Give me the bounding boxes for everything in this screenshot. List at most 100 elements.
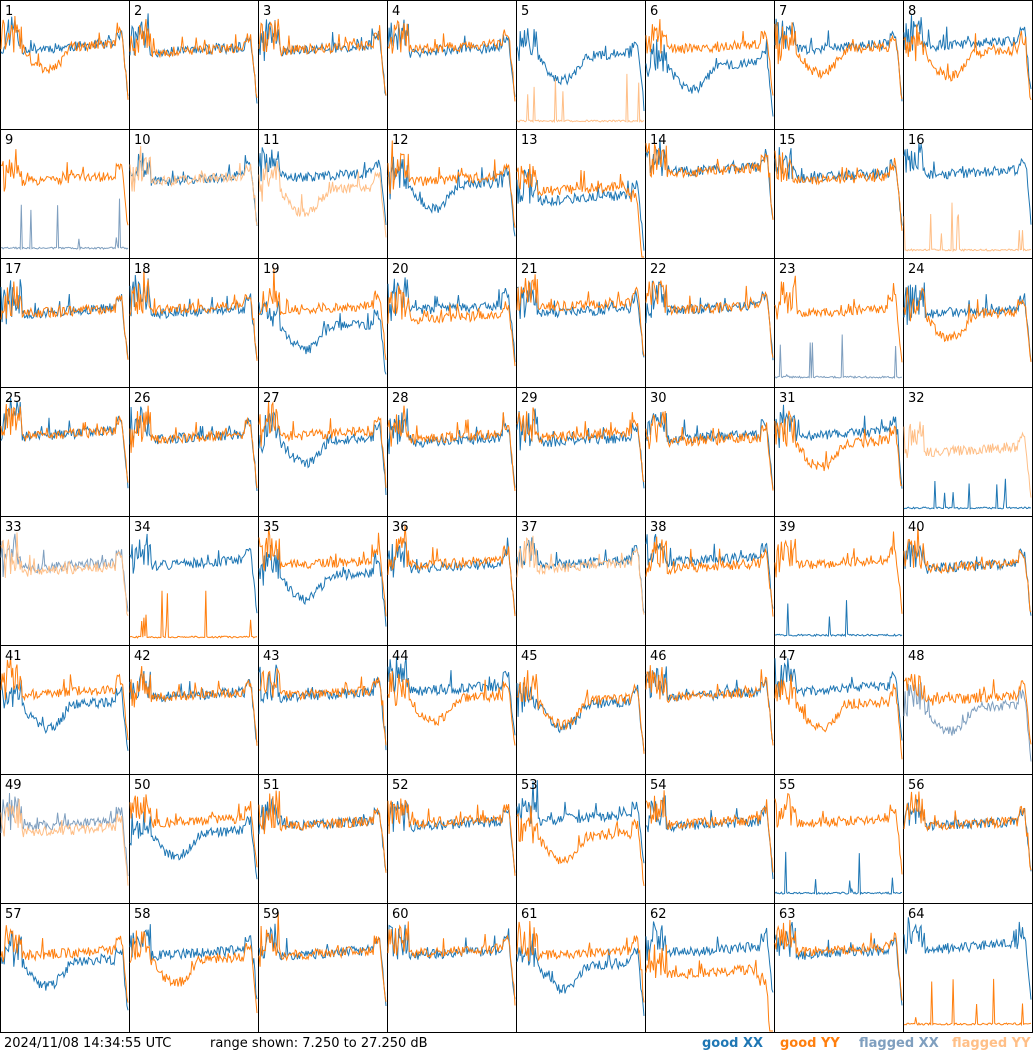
panel-frame bbox=[645, 258, 775, 388]
panel-label: 28 bbox=[392, 391, 409, 406]
series-yy-panel-32 bbox=[903, 421, 1032, 498]
panel-frame bbox=[516, 0, 646, 130]
series-yy-panel-16 bbox=[903, 202, 1032, 253]
panel-30: 30 bbox=[645, 387, 775, 517]
panel-36: 36 bbox=[387, 516, 517, 646]
panel-label: 31 bbox=[779, 391, 796, 406]
panel-48: 48 bbox=[903, 645, 1033, 775]
panel-label: 46 bbox=[650, 649, 667, 664]
panel-45: 45 bbox=[516, 645, 646, 775]
panel-frame bbox=[0, 0, 130, 130]
panel-33: 33 bbox=[0, 516, 130, 646]
series-xx-panel-21 bbox=[516, 282, 645, 358]
series-xx-panel-41 bbox=[0, 679, 129, 751]
series-yy-panel-24 bbox=[903, 287, 1032, 363]
panel-frame bbox=[774, 0, 904, 130]
series-yy-panel-46 bbox=[645, 665, 774, 746]
panel-37: 37 bbox=[516, 516, 646, 646]
series-yy-panel-18 bbox=[129, 270, 258, 361]
series-yy-panel-50 bbox=[129, 794, 258, 868]
panel-frame bbox=[0, 516, 130, 646]
series-yy-panel-3 bbox=[258, 18, 387, 96]
series-xx-panel-57 bbox=[0, 930, 129, 1011]
panel-label: 42 bbox=[134, 649, 151, 664]
series-yy-panel-60 bbox=[387, 921, 516, 1006]
panel-frame bbox=[645, 516, 775, 646]
panel-frame bbox=[516, 129, 646, 259]
panel-59: 59 bbox=[258, 903, 388, 1033]
panel-label: 55 bbox=[779, 778, 796, 793]
panel-label: 15 bbox=[779, 133, 796, 148]
panel-label: 50 bbox=[134, 778, 151, 793]
panel-label: 23 bbox=[779, 262, 796, 277]
panel-10: 10 bbox=[129, 129, 259, 259]
panel-label: 38 bbox=[650, 520, 667, 535]
panel-60: 60 bbox=[387, 903, 517, 1033]
series-yy-panel-25 bbox=[0, 403, 129, 483]
legend-flagged-xx: flagged XX bbox=[859, 1036, 939, 1051]
series-xx-panel-39 bbox=[774, 600, 903, 638]
panel-frame bbox=[129, 0, 259, 130]
panel-22: 22 bbox=[645, 258, 775, 388]
panel-frame bbox=[645, 645, 775, 775]
legend-flagged-yy: flagged YY bbox=[952, 1036, 1031, 1051]
panel-18: 18 bbox=[129, 258, 259, 388]
panel-label: 57 bbox=[5, 907, 22, 922]
panel-28: 28 bbox=[387, 387, 517, 517]
series-xx-panel-44 bbox=[387, 657, 516, 736]
panel-label: 48 bbox=[908, 649, 925, 664]
series-yy-panel-19 bbox=[258, 267, 387, 361]
panel-frame bbox=[387, 0, 517, 130]
panel-label: 18 bbox=[134, 262, 151, 277]
panel-26: 26 bbox=[129, 387, 259, 517]
panel-label: 26 bbox=[134, 391, 151, 406]
panel-2: 2 bbox=[129, 0, 259, 130]
series-yy-panel-49 bbox=[0, 798, 129, 886]
panel-53: 53 bbox=[516, 774, 646, 904]
panel-23: 23 bbox=[774, 258, 904, 388]
series-yy-panel-57 bbox=[0, 925, 129, 1003]
series-yy-panel-26 bbox=[129, 405, 258, 489]
series-xx-panel-35 bbox=[258, 544, 387, 627]
panel-label: 27 bbox=[263, 391, 280, 406]
series-xx-panel-62 bbox=[645, 921, 774, 993]
panel-frame bbox=[387, 258, 517, 388]
panel-frame bbox=[258, 387, 388, 517]
panel-40: 40 bbox=[903, 516, 1033, 646]
panel-label: 34 bbox=[134, 520, 151, 535]
series-yy-panel-7 bbox=[774, 21, 903, 100]
series-yy-panel-37 bbox=[516, 535, 645, 615]
series-yy-panel-21 bbox=[516, 274, 645, 357]
panel-label: 9 bbox=[5, 133, 13, 148]
panel-label: 64 bbox=[908, 907, 925, 922]
panel-frame bbox=[0, 645, 130, 775]
timestamp: 2024/11/08 14:34:55 UTC bbox=[4, 1036, 172, 1051]
panel-label: 20 bbox=[392, 262, 409, 277]
series-xx-panel-13 bbox=[516, 169, 645, 251]
panel-frame bbox=[387, 774, 517, 904]
panel-label: 12 bbox=[392, 133, 409, 148]
panel-frame bbox=[129, 516, 259, 646]
panel-frame bbox=[387, 903, 517, 1033]
series-yy-panel-33 bbox=[0, 532, 129, 617]
series-xx-panel-11 bbox=[258, 147, 387, 225]
series-xx-panel-50 bbox=[129, 811, 258, 880]
panel-54: 54 bbox=[645, 774, 775, 904]
series-xx-panel-37 bbox=[516, 537, 645, 613]
panel-frame bbox=[387, 645, 517, 775]
legend-good-xx: good XX bbox=[702, 1036, 764, 1051]
panel-label: 3 bbox=[263, 4, 271, 19]
panel-frame bbox=[387, 129, 517, 259]
panel-11: 11 bbox=[258, 129, 388, 259]
panel-25: 25 bbox=[0, 387, 130, 517]
panel-label: 5 bbox=[521, 4, 529, 19]
panel-frame bbox=[903, 516, 1033, 646]
panel-5: 5 bbox=[516, 0, 646, 130]
series-yy-panel-11 bbox=[258, 161, 387, 238]
panel-32: 32 bbox=[903, 387, 1033, 517]
series-yy-panel-41 bbox=[0, 658, 129, 741]
panel-38: 38 bbox=[645, 516, 775, 646]
panel-55: 55 bbox=[774, 774, 904, 904]
series-xx-panel-53 bbox=[516, 780, 645, 864]
panel-label: 33 bbox=[5, 520, 22, 535]
